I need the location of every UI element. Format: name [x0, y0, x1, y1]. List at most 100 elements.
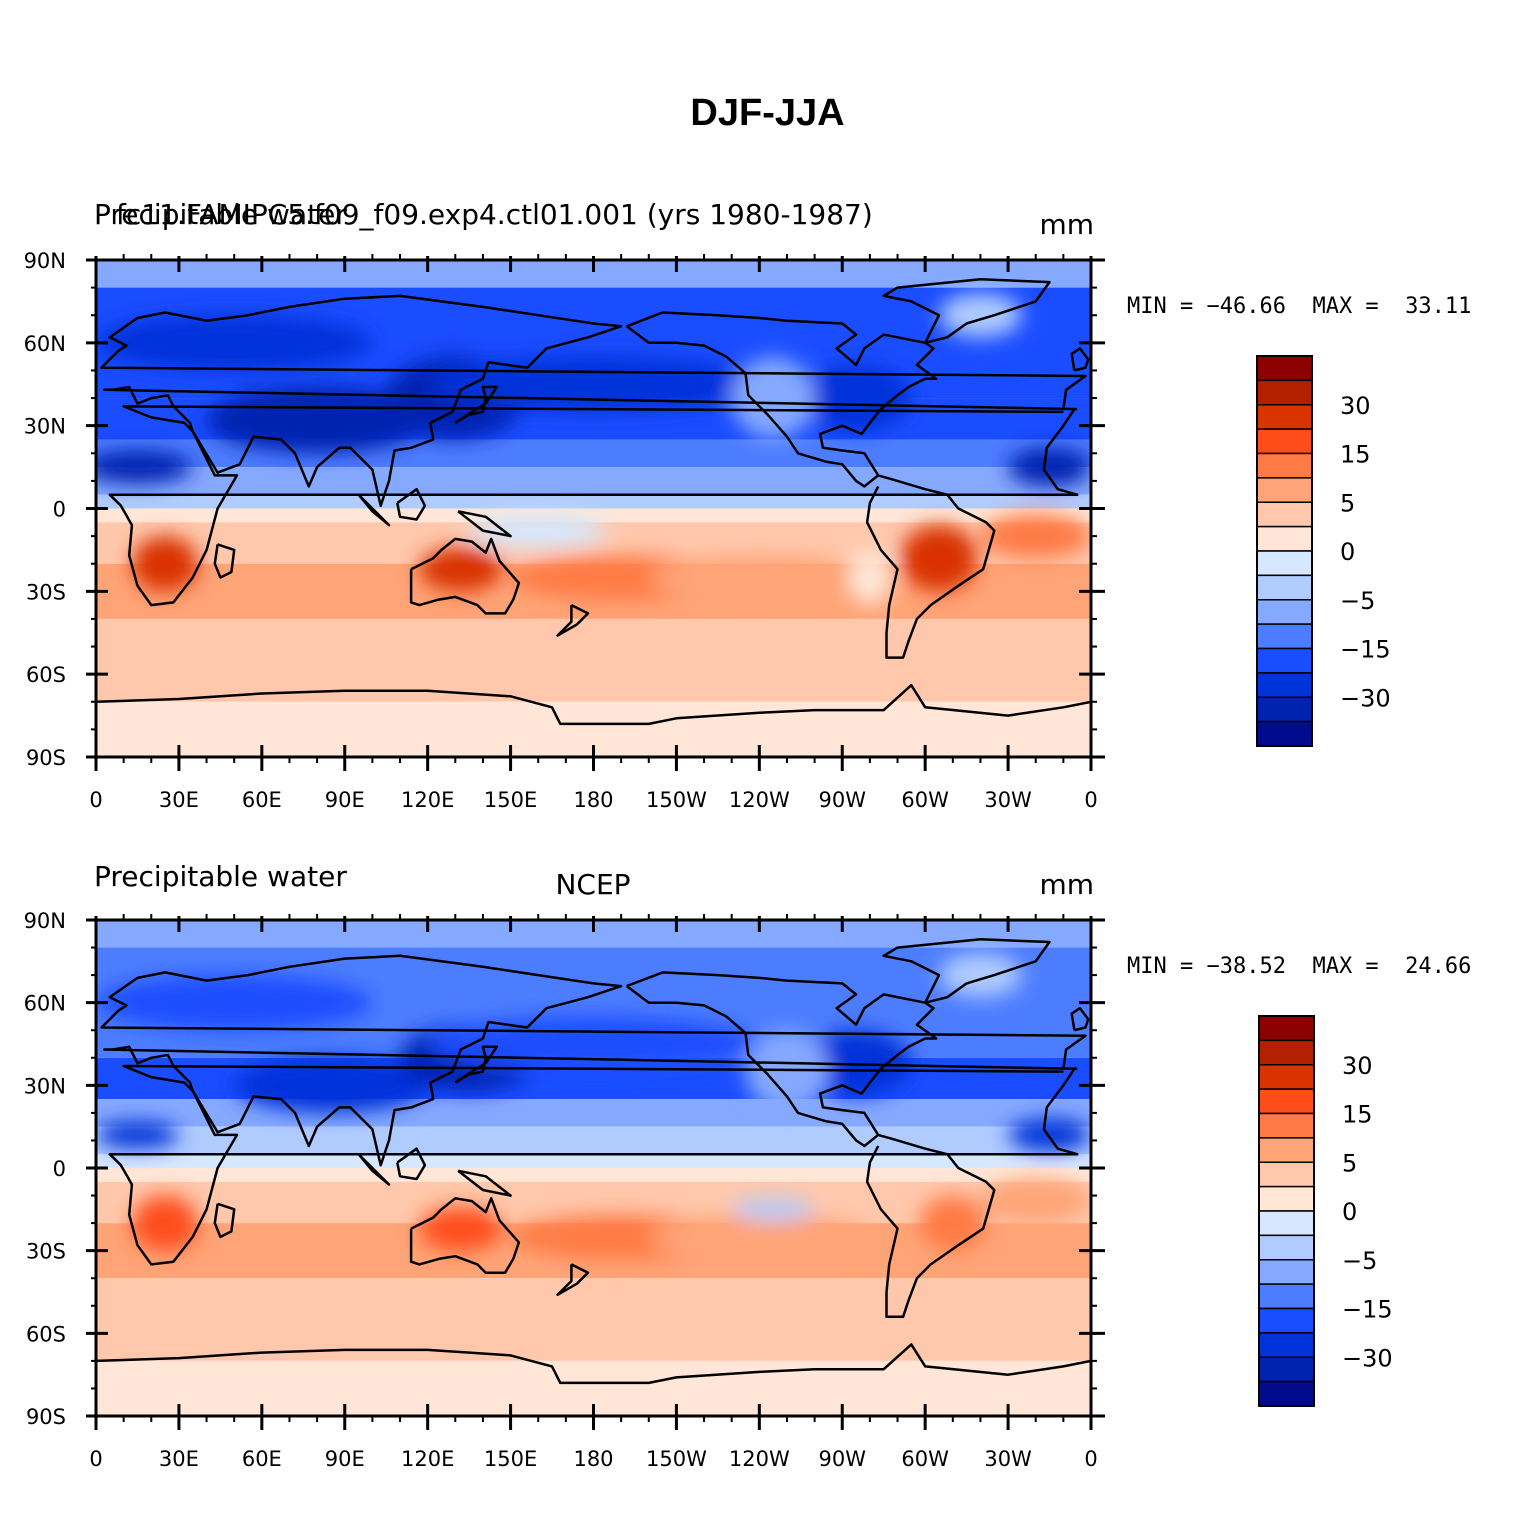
lat-band	[96, 1278, 1091, 1361]
anomaly-blob	[731, 356, 815, 440]
colorbar-label: −5	[1342, 1247, 1377, 1275]
lon-label: 60W	[901, 788, 949, 812]
lat-label: 60S	[26, 1322, 66, 1346]
colorbar-label: −15	[1340, 636, 1391, 664]
panel1-case-string: fc11.FAMIPC5.f09_f09.exp4.ctl01.001 (yrs…	[116, 198, 873, 231]
anomaly-blob	[1008, 1118, 1091, 1152]
lat-label: 90N	[24, 249, 66, 273]
lat-band	[96, 508, 1091, 523]
anomaly-blob	[96, 975, 373, 1031]
anomaly-blob	[847, 549, 893, 606]
panel1-max: MAX = 33.11	[1312, 294, 1472, 319]
coastline	[1070, 1006, 1090, 1032]
lon-label: 150W	[646, 788, 707, 812]
lat-band	[96, 1154, 1091, 1168]
colorbar-label: −15	[1342, 1296, 1393, 1324]
figure-title: DJF-JJA	[690, 92, 845, 134]
colorbar-label: 30	[1340, 392, 1371, 420]
lat-label: 30N	[24, 1074, 66, 1098]
coastline	[409, 1197, 521, 1274]
anomaly-blob	[96, 315, 373, 371]
lon-label: 0	[1084, 1447, 1097, 1471]
lon-label: 90W	[819, 1447, 867, 1471]
map-panel-2: 90N 60N 30N 0 30S 60S 90S 0 30E 60E 90E 120E 150E 180…	[24, 909, 1105, 1471]
coastline	[396, 487, 427, 521]
coastline	[865, 474, 996, 659]
colorbar-box	[1258, 1039, 1315, 1066]
coastline	[454, 385, 499, 424]
coastline	[357, 493, 391, 527]
lat-label: 0	[53, 1157, 66, 1181]
coastline	[1070, 347, 1090, 372]
lon-label: 150E	[484, 1447, 537, 1471]
anomaly-blob	[427, 356, 760, 412]
colorbar-box	[1256, 525, 1313, 552]
panel2-center-string: NCEP	[555, 868, 631, 901]
coastline	[396, 1147, 427, 1181]
lat-label: 90S	[26, 746, 66, 770]
colorbar-frame	[1256, 355, 1313, 747]
colorbar-box	[1256, 574, 1313, 601]
coastline	[96, 1343, 1091, 1416]
lon-label: 30E	[159, 788, 199, 812]
anomaly-blob	[131, 1195, 199, 1251]
panel1-minmax: MIN = −46.66 MAX = 33.11	[1127, 294, 1471, 319]
lon-label: 180	[573, 788, 613, 812]
coastline	[213, 543, 236, 579]
lat-label: 30S	[26, 1240, 66, 1264]
coastline	[457, 1169, 512, 1197]
anomaly-blob	[427, 1016, 760, 1072]
coastline	[865, 1133, 996, 1319]
colorbar-2: 30 15 5 0 −5 −15 −30	[1258, 1015, 1393, 1407]
coastline	[213, 1202, 236, 1239]
colorbar-label: −30	[1340, 684, 1391, 712]
anomaly-blob	[900, 525, 978, 592]
lat-band	[96, 467, 1091, 495]
anomaly-blob	[745, 1030, 829, 1113]
colorbar-label: 5	[1342, 1149, 1357, 1177]
colorbar-box	[1258, 1380, 1315, 1407]
colorbar-box	[1258, 1210, 1315, 1237]
coastline	[100, 954, 1087, 1167]
panel1-min: MIN = −46.66	[1127, 294, 1286, 319]
lon-label: 30W	[984, 1447, 1032, 1471]
colorbar-box	[1256, 599, 1313, 625]
anomaly-blob	[1008, 447, 1091, 487]
colorbar-box	[1258, 1161, 1315, 1188]
anomaly-blob	[980, 1179, 1091, 1224]
colorbar-frame	[1258, 1015, 1315, 1407]
coastline	[108, 1064, 1079, 1266]
colorbar-box	[1256, 477, 1313, 503]
colorbar-box	[1256, 672, 1313, 698]
lon-label: 150E	[484, 788, 537, 812]
anomaly-blob	[469, 514, 608, 548]
colorbar-box	[1258, 1307, 1315, 1334]
panel2-left-string: Precipitable water	[94, 860, 347, 893]
lat-label: 0	[53, 498, 66, 522]
lat-label: 30S	[26, 580, 66, 604]
colorbar-box	[1256, 452, 1313, 479]
colorbar-1: 30 15 5 0 −5 −15 −30	[1256, 355, 1391, 747]
panel2-max: MAX = 24.66	[1312, 954, 1472, 979]
colorbar-box	[1256, 720, 1313, 747]
anomaly-blob	[419, 1206, 503, 1251]
lon-label: 120W	[729, 1447, 790, 1471]
colorbar-label: 15	[1342, 1101, 1373, 1129]
coastline	[100, 294, 1087, 507]
colorbar-box	[1258, 1356, 1315, 1383]
lon-label: 180	[573, 1447, 613, 1471]
coastline	[882, 938, 1051, 1004]
colorbar-box	[1256, 355, 1313, 382]
anomaly-blob	[919, 1195, 986, 1251]
colorbar-box	[1258, 1137, 1315, 1163]
lon-label: 90E	[325, 788, 365, 812]
colorbar-box	[1258, 1015, 1315, 1042]
anomaly-blob	[648, 555, 870, 600]
colorbar-box	[1256, 379, 1313, 406]
colorbar-box	[1258, 1283, 1315, 1310]
anomaly-blob	[731, 1198, 815, 1221]
lat-label: 30N	[24, 415, 66, 439]
lat-band	[96, 618, 1091, 702]
lat-label: 90S	[26, 1405, 66, 1429]
colorbar-box	[1258, 1112, 1315, 1139]
